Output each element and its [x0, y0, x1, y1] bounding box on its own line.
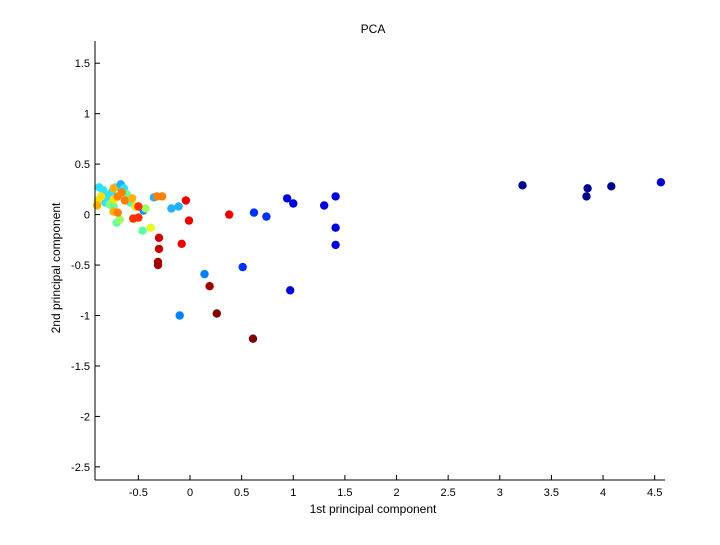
data-point [141, 204, 150, 213]
x-axis-label: 1st principal component [310, 502, 437, 516]
y-axis-label: 2nd principal component [49, 202, 63, 333]
data-point [113, 208, 122, 217]
data-point [134, 213, 143, 222]
data-point [286, 286, 295, 295]
x-tick-label: 3 [497, 487, 503, 499]
x-tick-label: 4 [600, 487, 606, 499]
data-point [92, 201, 102, 210]
x-tick-label: 0 [187, 487, 193, 499]
y-tick-label: -2.5 [71, 462, 90, 474]
x-tick-label: 4.5 [647, 487, 662, 499]
data-point [282, 194, 292, 203]
data-point [115, 215, 125, 224]
y-tick-label: -2 [80, 411, 90, 423]
data-point [97, 192, 106, 201]
data-point [138, 226, 147, 235]
x-tick-label: 2 [393, 487, 399, 499]
y-tick-label: 1 [84, 109, 90, 121]
data-point [248, 334, 258, 343]
data-point [656, 178, 666, 187]
x-tick-label: -0.5 [129, 487, 148, 499]
y-tick-label: 0 [84, 210, 90, 222]
chart-title: PCA [361, 22, 386, 36]
data-point [146, 223, 155, 232]
y-tick-label: 1.5 [75, 58, 90, 70]
data-point [518, 181, 527, 190]
y-tick-label: -0.5 [71, 260, 90, 272]
x-tick-label: 3.5 [544, 487, 559, 499]
y-tick-label: -1.5 [71, 361, 90, 373]
data-point [225, 210, 234, 219]
data-point [181, 196, 191, 205]
data-point [128, 194, 137, 203]
data-point [331, 223, 340, 232]
data-point [262, 212, 271, 221]
x-tick-label: 1 [290, 487, 296, 499]
data-point [120, 196, 130, 205]
data-point [157, 192, 167, 201]
data-point [249, 208, 259, 217]
data-point [607, 182, 616, 191]
data-point [153, 260, 163, 270]
data-point [331, 240, 340, 250]
data-point [109, 184, 118, 193]
data-point [167, 204, 176, 213]
data-points [92, 178, 666, 343]
data-point [200, 269, 209, 279]
data-point [134, 202, 143, 211]
data-point [175, 311, 184, 320]
data-point [117, 188, 127, 197]
data-point [177, 239, 186, 248]
data-point [212, 309, 221, 318]
data-point [583, 184, 592, 193]
data-point [205, 282, 214, 291]
axes: -0.5 0 0.5 1 1.5 2 2.5 3 3.5 4 4.5 -2.5 -2 -1.5 -1 -0.5… [71, 41, 665, 499]
y-tick-label: 0.5 [75, 159, 90, 171]
data-point [154, 233, 164, 242]
data-point [320, 201, 329, 210]
x-tick-label: 1.5 [337, 487, 352, 499]
data-point [154, 244, 164, 254]
data-point [331, 192, 340, 201]
data-point [238, 262, 247, 272]
x-tick-label: 0.5 [234, 487, 249, 499]
data-point [289, 199, 298, 208]
data-point [184, 216, 194, 225]
data-point [174, 202, 183, 211]
data-point [582, 192, 591, 201]
x-tick-label: 2.5 [441, 487, 456, 499]
y-tick-label: -1 [80, 311, 90, 323]
